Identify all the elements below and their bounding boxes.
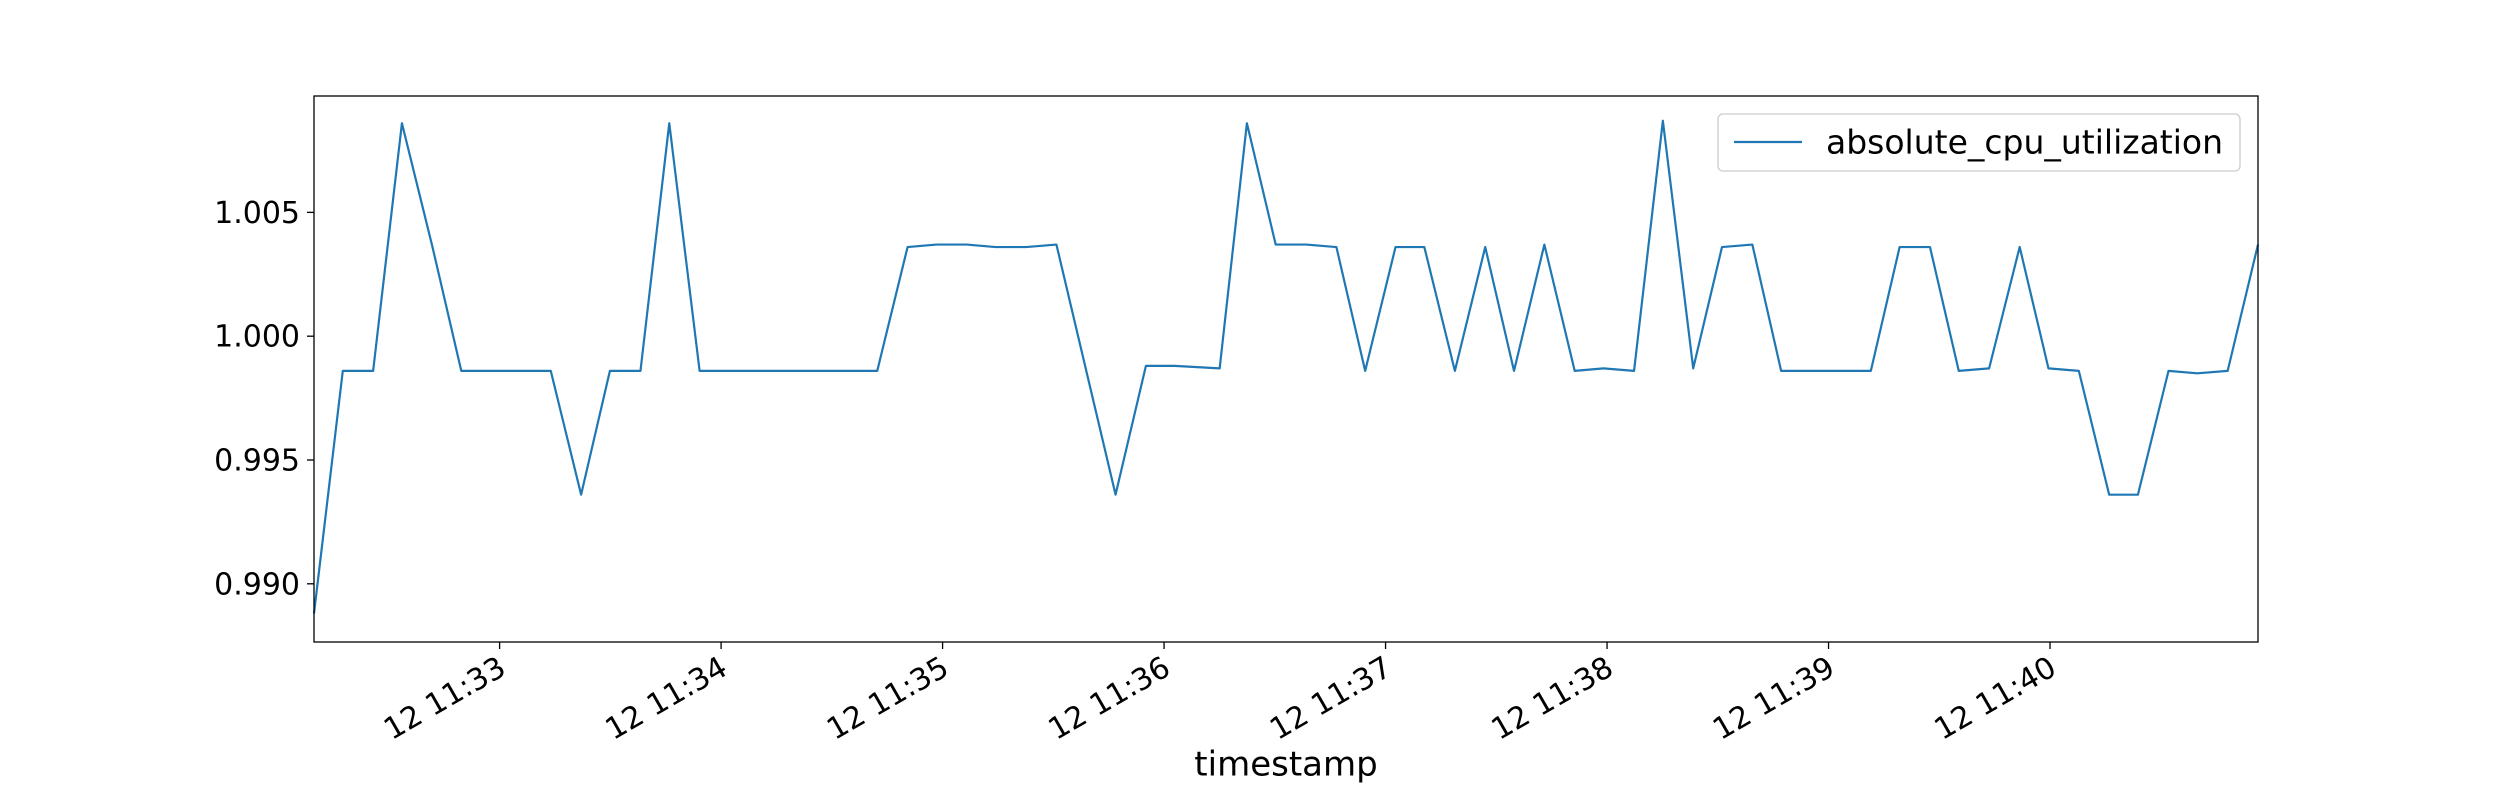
legend-label: absolute_cpu_utilization <box>1826 123 2223 162</box>
y-tick-label: 0.990 <box>214 567 300 602</box>
legend-box <box>1717 113 2241 172</box>
line-series <box>312 119 2260 614</box>
y-tick-label: 0.995 <box>214 444 300 479</box>
y-tick-label: 1.005 <box>214 196 300 231</box>
y-tick-label: 1.000 <box>214 320 300 355</box>
x-axis-label: timestamp <box>1194 745 1377 785</box>
plot-frame <box>313 95 2259 643</box>
